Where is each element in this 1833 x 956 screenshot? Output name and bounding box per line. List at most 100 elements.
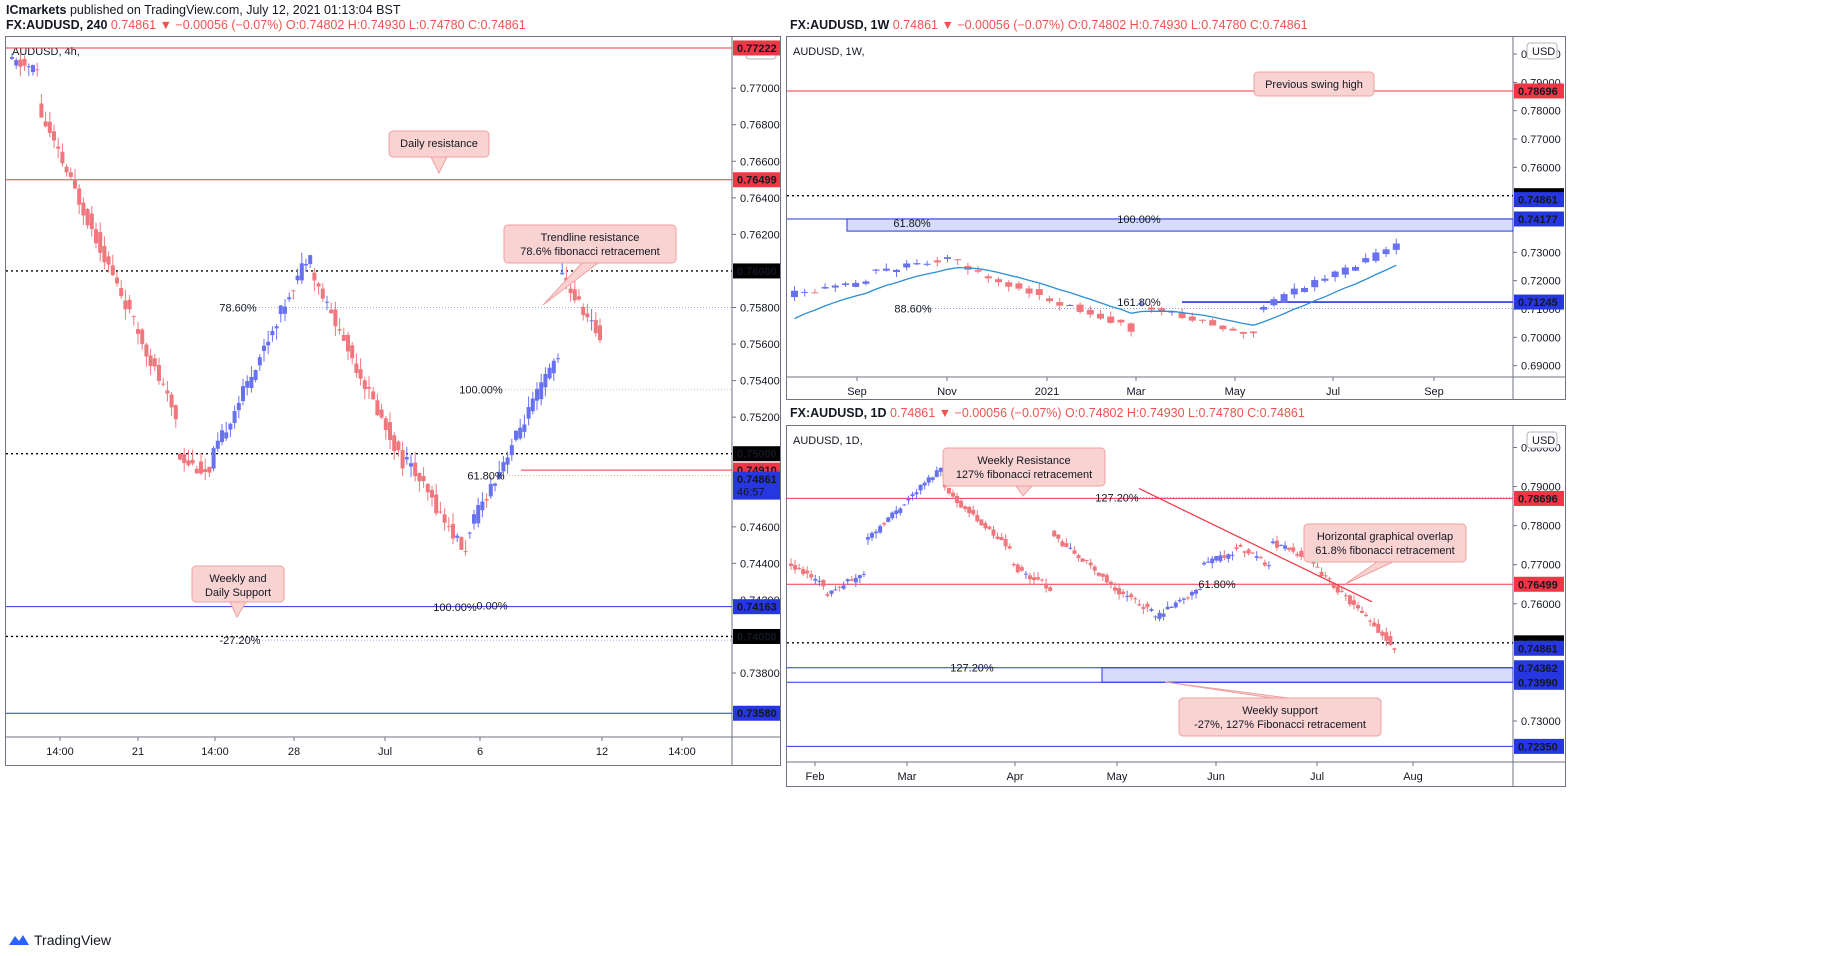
w1-x-tick-label: Jul [1326,386,1340,398]
w1-x-tick-label: 2021 [1035,386,1059,398]
h4-callout-box[interactable] [388,130,490,158]
w1-chart-panel[interactable]: 0.800000.790000.780000.770000.760000.730… [786,36,1566,400]
d1-candle-body [1044,583,1049,589]
d1-price-label-box [1514,738,1564,754]
h4-candle-body [543,373,548,388]
d1-candle-body [874,531,879,534]
h4-price-label-box [733,172,780,188]
d1-symbol[interactable]: FX:AUDUSD, 1D [790,406,887,420]
h4-legend-title: AUDUSD, 4h, [12,46,80,58]
w1-candle-body [923,263,931,265]
h4-callout-box[interactable] [191,565,285,603]
h4-candle-body [186,460,191,466]
h4-candle-body [505,457,510,465]
d1-candle-body [1291,547,1296,552]
d1-candle-body [1270,541,1275,544]
d1-candle-body [1088,562,1093,566]
h4-y-tick-label: 0.75200 [740,412,780,424]
d1-candle-body [821,579,826,587]
h4-price-label: 0.74000 [737,631,777,643]
d1-candle-body [1335,586,1340,593]
h4-candle-body [446,526,451,528]
d1-candle-body [1392,648,1397,650]
h4-candle-body [10,56,14,59]
h4-candle-body [598,325,602,341]
h4-candle-body [98,232,103,253]
d1-callout-box[interactable] [1303,523,1467,563]
h4-x-tick-label: 14:00 [201,746,229,758]
d1-chart-panel[interactable]: 0.800000.790000.780000.770000.760000.730… [786,425,1566,787]
w1-candle-body [1290,288,1298,295]
d1-candle-body [1194,589,1198,594]
d1-callout-box[interactable] [942,447,1106,487]
d1-currency-badge[interactable] [1526,431,1558,449]
d1-fib-label: 61.80% [1198,579,1236,591]
d1-candle-body [1165,606,1170,610]
h4-candle-body [438,511,443,513]
w1-currency-badge[interactable] [1526,42,1558,60]
d1-candle-body [963,506,968,510]
h4-x-tick-label: 14:00 [46,746,74,758]
d1-candle-body [1250,552,1255,554]
w1-candle-body [831,285,839,288]
h4-price-label-box [733,263,780,279]
tradingview-footer[interactable]: TradingView [8,932,111,948]
d1-callout-box[interactable] [1178,697,1382,737]
d1-candle-body [1234,547,1239,550]
h4-chart-canvas[interactable]: 0.77000 0.76800 0.76600 0.76400 0.76200 0.758… [6,37,780,765]
w1-candle-body [872,269,880,271]
d1-candle-body [865,537,870,540]
d1-candle-body [1129,594,1134,598]
d1-candle-body [805,570,810,574]
d1-candle-body [991,529,996,536]
d1-candle-body [1331,582,1336,588]
h4-candle-body [522,424,527,432]
d1-candle-body [849,579,854,581]
w1-symbol[interactable]: FX:AUDUSD, 1W [790,18,890,32]
publisher-name[interactable]: ICmarkets [6,3,67,17]
h4-symbol[interactable]: FX:AUDUSD, 240 [6,18,108,32]
h4-candle-body [530,398,535,412]
h4-candle-body [371,391,376,400]
d1-candle-body [1287,547,1292,550]
w1-candle-body [1229,328,1237,331]
d1-candle-body [1202,562,1207,565]
w1-price-label: 0.74177 [1518,214,1558,226]
h4-candle-body [484,498,489,501]
d1-chart-canvas[interactable]: 0.800000.790000.780000.770000.760000.730… [787,426,1565,786]
h4-candle-body [283,306,287,314]
h4-y-tick-label: 0.74600 [740,522,780,534]
d1-candle-body [1384,632,1389,641]
w1-candle-body [984,276,992,279]
h4-candle-body [341,334,346,341]
d1-candle-body [979,519,984,526]
h4-candle-body [451,524,455,539]
d1-candle-body [1242,551,1247,553]
d1-candle-body [1181,598,1186,600]
h4-candle-body [157,365,161,381]
d1-candle-body [817,580,822,582]
h4-price-label: 0.74163 [737,602,777,614]
d1-candle-body [1048,587,1053,591]
w1-callout-box[interactable] [1253,71,1375,97]
h4-candle-body [329,309,334,314]
w1-candle-body [1239,331,1247,334]
h4-candle-body [560,272,565,275]
h4-candle-body [26,66,31,68]
h4-y-tick-label: 0.74400 [740,558,780,570]
h4-candle-body [249,376,254,389]
d1-callout-pointer [1344,561,1394,585]
w1-candle-body [1086,309,1094,315]
w1-chart-canvas[interactable]: 0.800000.790000.780000.770000.760000.730… [787,37,1565,399]
h4-candle-body [194,468,199,474]
h4-callout-box[interactable] [503,224,677,264]
d1-candle-body [878,526,883,533]
d1-y-tick-label: 0.73000 [1521,716,1561,728]
h4-candle-body [266,341,271,346]
h4-candle-body [287,297,292,300]
d1-candle-body [1258,557,1263,559]
h4-chart-panel[interactable]: 0.77000 0.76800 0.76600 0.76400 0.76200 0.758… [5,36,781,766]
h4-candle-body [320,288,325,299]
d1-candle-body [1222,555,1227,558]
h4-y-tick-label: 0.73800 [740,668,780,680]
